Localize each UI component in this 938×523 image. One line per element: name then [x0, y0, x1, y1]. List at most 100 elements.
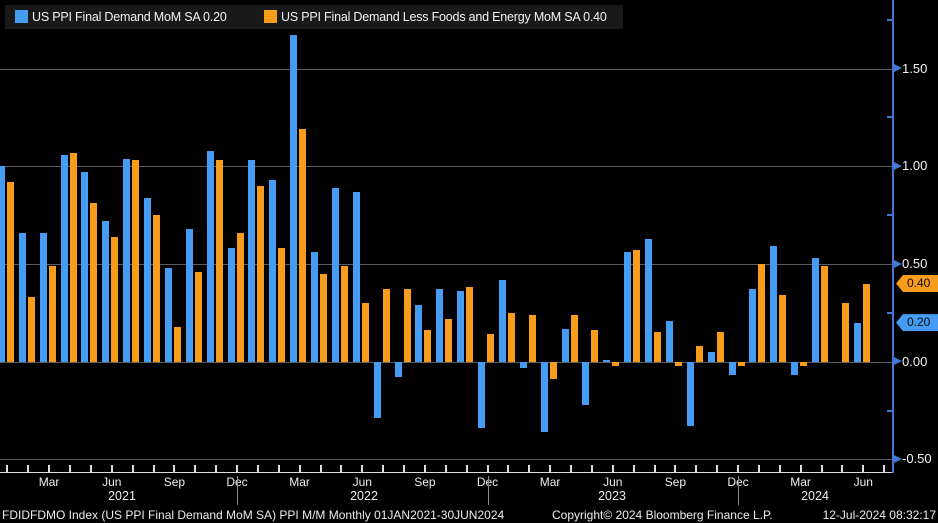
bar-headline [0, 166, 5, 362]
bar-core [299, 129, 307, 362]
bar-core [466, 287, 474, 362]
month-tick [256, 465, 259, 472]
x-axis-label: Jun [853, 475, 873, 489]
bar-core [153, 215, 160, 362]
timestamp: 12-Jul-2024 08:32:17 [822, 508, 936, 522]
month-tick [653, 465, 656, 472]
bar-headline [436, 289, 444, 362]
bar-core [403, 289, 411, 362]
x-axis-label: Mar [539, 475, 561, 489]
status-bar: FDIDFDMO Index (US PPI Final Demand MoM … [0, 506, 938, 523]
month-tick [465, 465, 468, 472]
legend-label: US PPI Final Demand MoM SA 0.20 [32, 10, 227, 24]
month-tick [48, 465, 51, 472]
bar-core [549, 361, 557, 380]
month-tick [152, 465, 155, 472]
chart-legend: US PPI Final Demand MoM SA 0.20 US PPI Fi… [5, 5, 623, 29]
bar-headline [227, 248, 235, 362]
security-description: FDIDFDMO Index (US PPI Final Demand MoM … [2, 508, 505, 522]
month-tick [319, 465, 322, 472]
bar-core [612, 361, 620, 366]
y-tick-arrow-icon [894, 357, 902, 366]
y-tick-arrow-icon [894, 161, 902, 170]
y-axis-label: -0.50 [902, 451, 932, 467]
bar-core [758, 264, 766, 362]
bar-core [591, 330, 599, 362]
bar-core [48, 266, 56, 362]
y-tick-arrow-icon [894, 259, 902, 268]
bar-headline [185, 228, 193, 362]
month-tick [549, 465, 552, 472]
gridline-0.00 [0, 361, 893, 363]
last-value-badge: 0.20 [896, 314, 938, 332]
y-tick-arrow-icon [894, 64, 902, 73]
legend-swatch-icon [15, 10, 28, 23]
bar-headline [519, 361, 527, 368]
bar-core [257, 185, 265, 362]
x-axis-label: Sep [414, 475, 436, 489]
bar-headline [665, 320, 673, 362]
month-tick [444, 465, 447, 472]
bar-core [862, 283, 870, 362]
month-tick [757, 465, 760, 472]
month-tick [528, 465, 531, 472]
month-tick [737, 465, 739, 472]
y-minor-tick [887, 116, 892, 119]
bar-core [6, 181, 14, 362]
bar-core [654, 332, 661, 362]
bar-headline [123, 158, 131, 362]
bar-core [737, 361, 745, 366]
month-tick [590, 465, 593, 472]
month-tick [507, 465, 510, 472]
bar-headline [60, 154, 68, 362]
month-tick [298, 465, 301, 472]
y-minor-tick [887, 311, 892, 314]
bar-headline [164, 267, 172, 362]
month-tick [841, 465, 844, 472]
year-label: 2022 [350, 489, 378, 503]
bar-core [340, 266, 348, 362]
bar-headline [812, 258, 819, 362]
bar-headline [603, 359, 611, 362]
bar-core [90, 203, 98, 362]
y-minor-tick [887, 409, 892, 412]
bar-headline [102, 221, 110, 362]
bar-headline [728, 361, 736, 376]
x-axis-label: Mar [790, 475, 811, 489]
month-tick [340, 465, 343, 472]
bar-core [424, 330, 432, 362]
bar-headline [853, 322, 861, 362]
year-label: 2023 [598, 489, 626, 503]
month-tick [486, 465, 489, 472]
bar-core [320, 273, 327, 362]
y-minor-tick [887, 18, 892, 21]
bar-headline [645, 238, 652, 362]
bar-core [111, 236, 119, 362]
copyright-text: Copyright© 2024 Bloomberg Finance L.P. [552, 508, 773, 522]
month-tick [69, 465, 71, 472]
bar-headline [686, 361, 694, 427]
x-axis-label: Sep [163, 475, 186, 489]
bar-core [841, 303, 849, 362]
bar-core [528, 314, 536, 362]
y-axis-label: 0.00 [902, 353, 928, 369]
bar-headline [311, 252, 318, 362]
month-tick [110, 465, 113, 472]
bar-core [507, 312, 515, 362]
gridline-1.50 [0, 68, 893, 70]
y-axis-label: 1.50 [902, 60, 928, 76]
bar-headline [373, 361, 381, 419]
bar-core [132, 160, 140, 362]
bar-headline [39, 232, 47, 362]
bar-headline [248, 160, 256, 362]
bar-core [194, 271, 202, 362]
year-divider [487, 476, 489, 505]
y-minor-tick [887, 214, 892, 217]
bar-headline [18, 232, 26, 362]
month-tick [799, 465, 802, 472]
bar-core [278, 248, 286, 362]
bar-headline [352, 191, 360, 362]
month-tick [423, 465, 426, 472]
bar-core [716, 332, 724, 362]
